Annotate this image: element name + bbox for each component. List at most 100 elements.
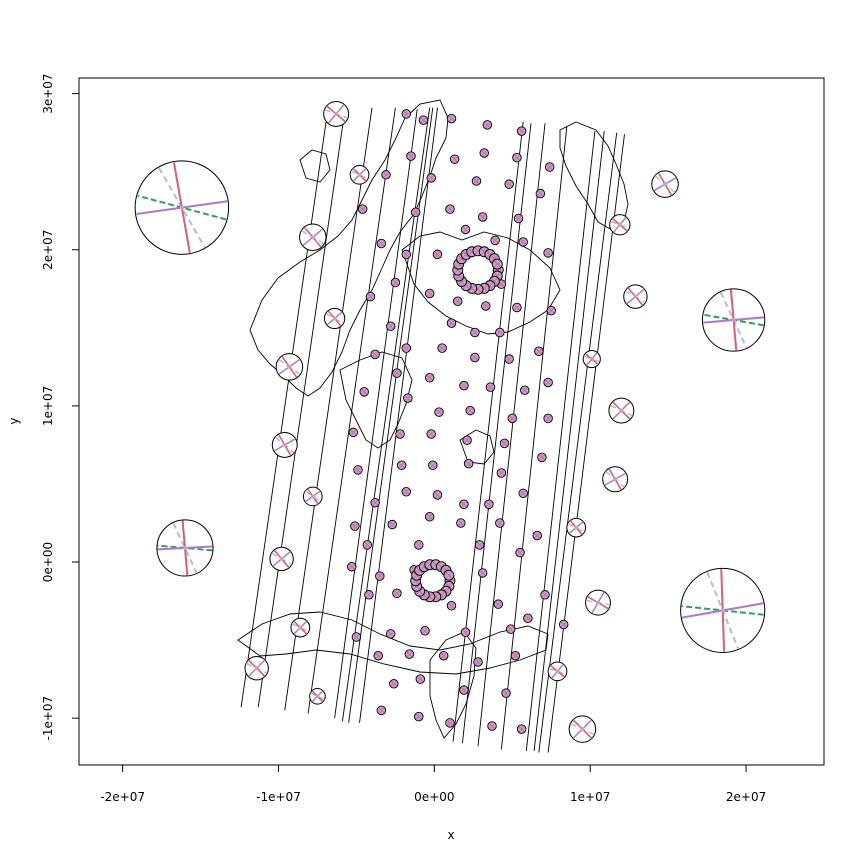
y-tick-label: -1e+07 <box>41 696 55 741</box>
scatter-point <box>437 343 447 353</box>
scatter-point <box>401 249 412 260</box>
scatter-point <box>490 235 500 246</box>
graticule-line <box>500 126 568 750</box>
scatter-point <box>347 561 357 572</box>
scatter-point <box>426 173 436 183</box>
graticule-layer <box>240 106 625 753</box>
tissot-indicatrix <box>134 160 230 255</box>
scatter-point <box>477 568 488 578</box>
scatter-point <box>389 679 399 689</box>
scatter-point <box>446 318 457 328</box>
graticule-line <box>334 109 418 719</box>
scatter-point <box>482 120 493 130</box>
scatter-point <box>493 599 504 609</box>
scatter-point <box>543 377 553 388</box>
y-axis: -1e+07 0e+00 1e+07 2e+07 3e+07 <box>41 73 80 741</box>
x-axis: -2e+07 -1e+07 0e+00 1e+07 2e+07 <box>100 764 766 804</box>
scatter-point <box>350 521 360 531</box>
scatter-point <box>546 305 556 316</box>
x-tick-label: -1e+07 <box>256 790 301 804</box>
scatter-point <box>415 674 426 684</box>
scatter-point <box>495 518 505 528</box>
tissot-indicatrix <box>609 214 631 236</box>
scatter-point <box>385 629 396 639</box>
scatter-point <box>507 413 518 424</box>
graticule-line <box>359 107 438 723</box>
scatter-point <box>459 499 469 510</box>
scatter-point <box>518 488 528 499</box>
y-tick-label: 3e+07 <box>41 73 55 113</box>
tissot-indicatrix <box>680 567 766 654</box>
scatter-point <box>385 321 396 332</box>
scatter-point <box>443 569 455 581</box>
scatter-point <box>445 718 455 728</box>
tissot-indicatrix <box>275 353 304 381</box>
y-tick-label: 0e+00 <box>41 542 55 582</box>
scatter-point <box>381 170 391 180</box>
scatter-point <box>401 487 412 497</box>
tissot-indicatrix <box>271 431 298 458</box>
tissot-indicatrix <box>566 517 587 538</box>
graticule-line <box>477 123 546 747</box>
scatter-point <box>376 705 387 716</box>
scatter-point <box>392 588 402 599</box>
points-layer <box>347 109 569 734</box>
scatter-point <box>434 407 444 417</box>
scatter-point <box>558 619 569 630</box>
graticule-line <box>307 107 396 714</box>
tissot-indicatrix <box>156 519 214 577</box>
scatter-point <box>452 296 463 307</box>
scatter-point <box>479 148 489 158</box>
x-tick-label: 1e+07 <box>570 790 610 804</box>
y-tick-label: 2e+07 <box>41 230 55 270</box>
scatter-point <box>390 277 401 288</box>
scatter-point <box>353 465 363 475</box>
scatter-point <box>543 413 553 424</box>
scatter-point <box>395 429 405 439</box>
x-tick-label: 0e+00 <box>414 790 454 804</box>
graticule-line <box>538 132 618 753</box>
scatter-point <box>463 458 474 469</box>
scatter-point <box>449 154 460 164</box>
scatter-point <box>401 109 412 119</box>
tissot-indicatrix <box>582 349 601 369</box>
graticule-line <box>461 123 532 744</box>
scatter-point <box>532 530 542 541</box>
scatter-point <box>376 238 387 249</box>
scatter-point <box>504 179 514 189</box>
scatter-point <box>432 490 443 500</box>
scatter-point <box>505 624 516 634</box>
scatter-point <box>518 237 528 247</box>
scatter-point <box>487 721 497 731</box>
coastline-outline <box>237 611 549 675</box>
scatter-point <box>364 590 374 600</box>
scatter-point <box>512 152 522 163</box>
scatter-point <box>426 429 436 439</box>
scatter-point <box>445 204 455 214</box>
scatter-point <box>362 540 373 550</box>
scatter-point <box>515 547 525 558</box>
graticule-line <box>452 121 524 742</box>
scatter-point <box>474 540 485 550</box>
y-tick-label: 1e+07 <box>41 386 55 426</box>
tissot-indicatrix <box>323 100 350 127</box>
indicatrix-layer <box>134 100 766 743</box>
scatter-point <box>392 368 402 378</box>
tissot-indicatrix <box>349 164 370 185</box>
scatter-point <box>460 627 471 638</box>
scatter-point <box>520 385 530 396</box>
scatter-point <box>432 249 443 260</box>
scatter-point <box>470 327 480 338</box>
scatter-point <box>351 632 362 642</box>
x-tick-label: 2e+07 <box>726 790 766 804</box>
scatter-point <box>414 711 424 722</box>
scatter-point <box>537 452 547 463</box>
tissot-indicatrix <box>602 466 629 493</box>
tissot-indicatrix <box>269 546 294 572</box>
tissot-indicatrix <box>290 617 311 638</box>
x-tick-label: -2e+07 <box>100 790 145 804</box>
scatter-point <box>424 511 435 522</box>
scatter-point <box>396 460 407 470</box>
scatter-point <box>543 248 553 258</box>
scatter-point <box>403 393 413 403</box>
